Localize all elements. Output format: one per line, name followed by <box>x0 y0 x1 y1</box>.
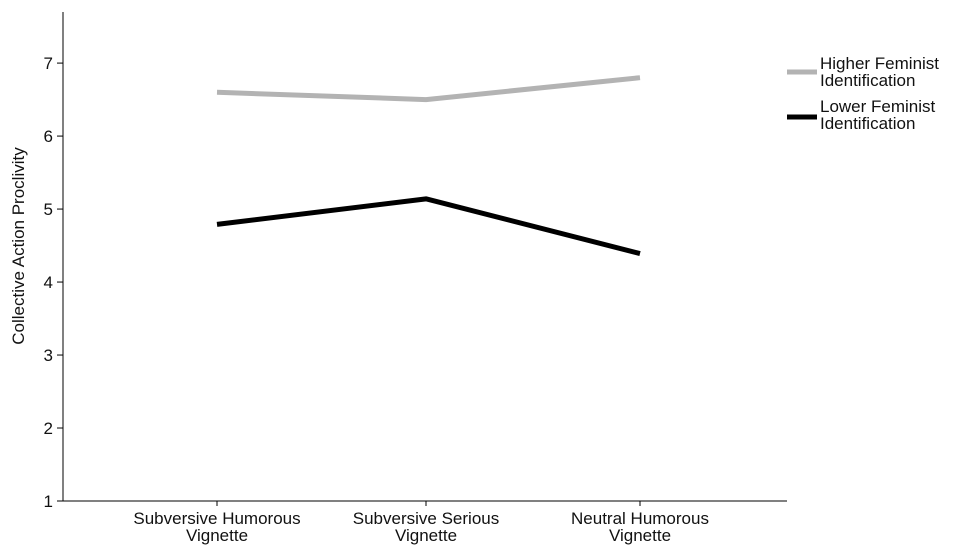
series-line <box>216 75 641 103</box>
y-tick-label: 3 <box>44 346 53 365</box>
x-tick-label: Subversive Humorous <box>133 509 300 528</box>
legend-label: Identification <box>820 114 915 133</box>
legend-label: Identification <box>820 71 915 90</box>
y-axis-ticks: 1 2 3 4 5 6 7 <box>44 54 63 511</box>
legend-label: Higher Feminist <box>820 54 939 73</box>
y-tick-label: 7 <box>44 54 53 73</box>
y-axis-label: Collective Action Proclivity <box>9 147 28 345</box>
y-tick-label: 4 <box>44 273 53 292</box>
series-lines <box>216 75 641 257</box>
x-tick-label: Vignette <box>186 526 248 545</box>
x-tick-label: Subversive Serious <box>353 509 499 528</box>
axes <box>62 12 787 502</box>
x-tick-label: Vignette <box>395 526 457 545</box>
y-tick-label: 5 <box>44 200 53 219</box>
y-tick-label: 1 <box>44 492 53 511</box>
legend-label: Lower Feminist <box>820 97 936 116</box>
y-tick-label: 6 <box>44 127 53 146</box>
series-line <box>216 196 641 257</box>
x-tick-label: Neutral Humorous <box>571 509 709 528</box>
x-tick-label: Vignette <box>609 526 671 545</box>
y-tick-label: 2 <box>44 419 53 438</box>
